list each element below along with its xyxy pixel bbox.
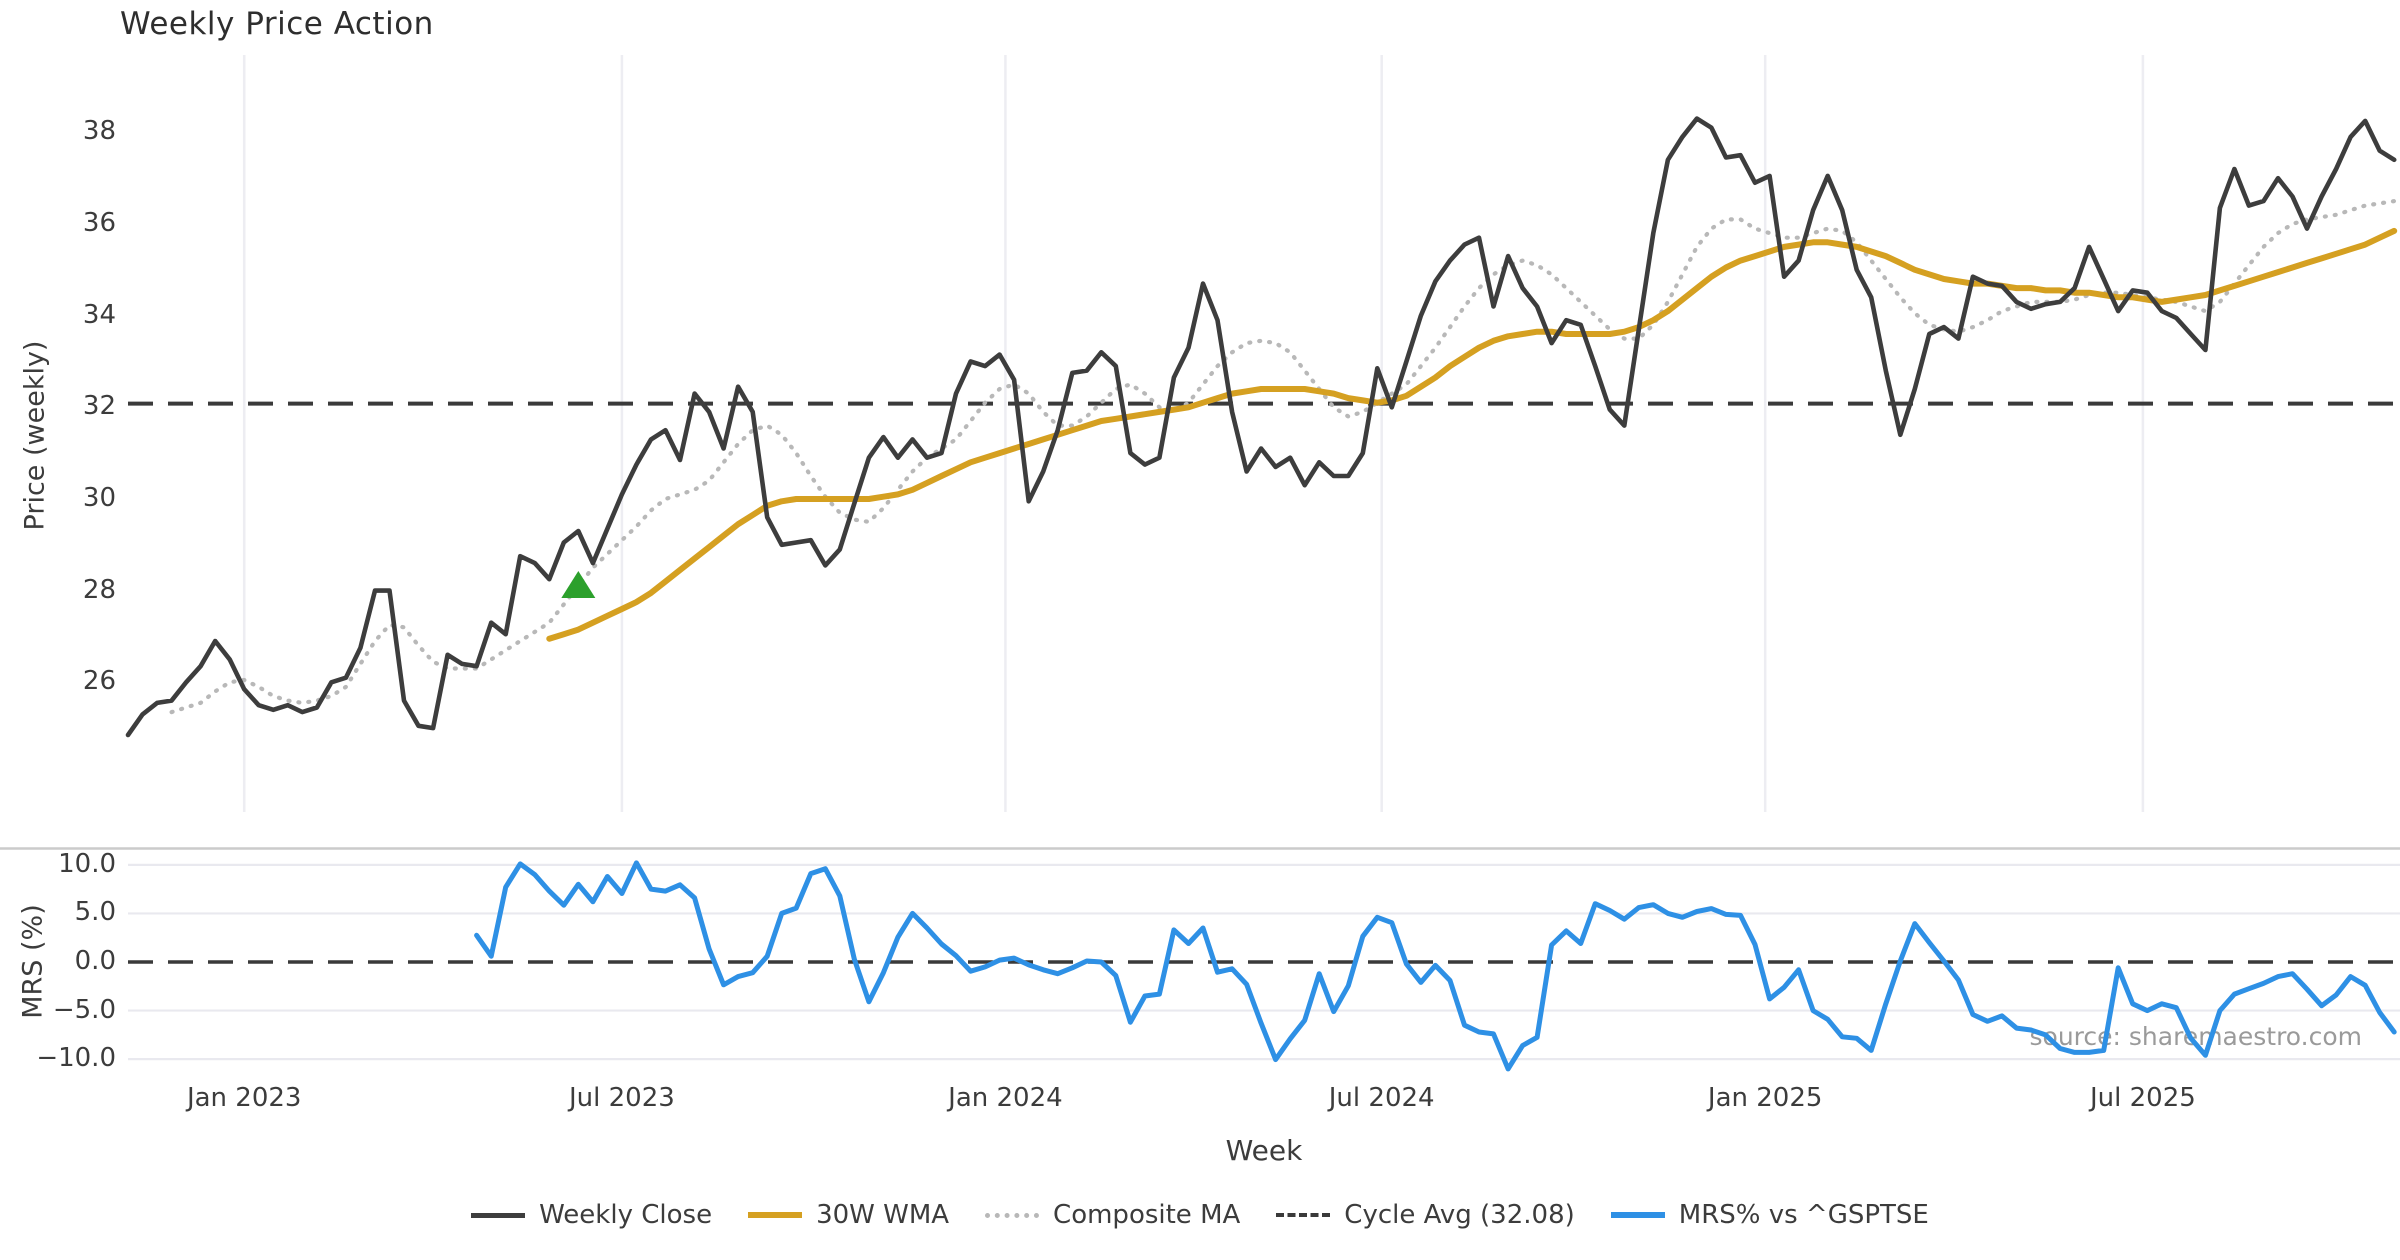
buy-signal-marker (561, 571, 596, 599)
mrs-ytick-label: 10.0 (58, 848, 116, 879)
legend-label: Cycle Avg (32.08) (1344, 1200, 1575, 1230)
price-ytick-label: 34 (82, 299, 116, 330)
weekly-close-line (125, 116, 2397, 738)
x-axis-label: Week (1225, 1134, 1303, 1167)
price-ytick-label: 38 (82, 116, 116, 147)
legend-line-sample (748, 1212, 803, 1218)
price-ytick-label: 30 (82, 482, 116, 513)
legend-label: MRS% vs ^GSPTSE (1678, 1200, 1929, 1230)
legend-item: Weekly Close (471, 1200, 712, 1230)
legend-line-sample (985, 1212, 1040, 1218)
mrs-ytick-label: 5.0 (74, 897, 116, 928)
x-tick-label: Jan 2023 (186, 1083, 302, 1113)
x-tick-label: Jan 2025 (1707, 1083, 1823, 1113)
legend-line-sample (1610, 1212, 1665, 1218)
source-attribution: source: sharemaestro.com (2029, 1022, 2363, 1051)
price-ytick-label: 28 (82, 574, 116, 605)
legend: Weekly Close 30W WMA Composite MA Cycle Avg… (0, 1200, 2400, 1230)
price-ytick-label: 36 (82, 207, 116, 238)
x-tick-label: Jul 2025 (2089, 1083, 2196, 1113)
legend-label: Composite MA (1053, 1200, 1241, 1230)
price-ytick-label: 26 (82, 666, 116, 697)
legend-label: Weekly Close (539, 1200, 713, 1230)
wma-line (546, 227, 2398, 642)
x-tick-label: Jan 2024 (948, 1083, 1063, 1113)
legend-item: Cycle Avg (32.08) (1276, 1200, 1575, 1230)
chart-title: Weekly Price Action (120, 6, 434, 42)
composite-ma-line (169, 199, 2397, 715)
x-tick-label: Jul 2024 (1328, 1083, 1435, 1113)
mrs-ytick-label: −10.0 (36, 1043, 116, 1074)
legend-line-sample (1276, 1213, 1331, 1217)
x-tick-label: Jul 2023 (569, 1083, 675, 1113)
legend-line-sample (471, 1212, 526, 1218)
mrs-ytick-label: −5.0 (52, 994, 116, 1025)
legend-label: 30W WMA (816, 1200, 950, 1230)
legend-item: Composite MA (985, 1200, 1240, 1230)
legend-item: MRS% vs ^GSPTSE (1610, 1200, 1929, 1230)
legend-item: 30W WMA (748, 1200, 949, 1230)
mrs-ytick-label: 0.0 (74, 946, 116, 976)
price-ytick-label: 32 (82, 391, 116, 422)
